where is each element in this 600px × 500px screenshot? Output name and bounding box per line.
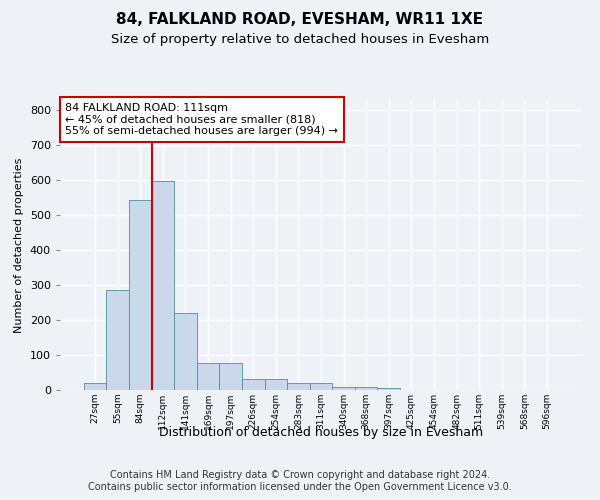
Text: Contains public sector information licensed under the Open Government Licence v3: Contains public sector information licen… xyxy=(88,482,512,492)
Bar xyxy=(174,313,197,390)
Bar xyxy=(152,182,174,390)
Bar xyxy=(332,386,355,390)
Y-axis label: Number of detached properties: Number of detached properties xyxy=(14,158,24,332)
Bar xyxy=(197,362,220,390)
Bar xyxy=(242,379,265,390)
Text: 84, FALKLAND ROAD, EVESHAM, WR11 1XE: 84, FALKLAND ROAD, EVESHAM, WR11 1XE xyxy=(116,12,484,28)
Bar xyxy=(377,388,400,390)
Text: Contains HM Land Registry data © Crown copyright and database right 2024.: Contains HM Land Registry data © Crown c… xyxy=(110,470,490,480)
Text: 84 FALKLAND ROAD: 111sqm
← 45% of detached houses are smaller (818)
55% of semi-: 84 FALKLAND ROAD: 111sqm ← 45% of detach… xyxy=(65,103,338,136)
Bar xyxy=(129,200,152,390)
Bar xyxy=(310,383,332,390)
Bar xyxy=(355,386,377,390)
Text: Distribution of detached houses by size in Evesham: Distribution of detached houses by size … xyxy=(159,426,483,439)
Bar xyxy=(220,362,242,390)
Bar xyxy=(106,290,129,390)
Text: Size of property relative to detached houses in Evesham: Size of property relative to detached ho… xyxy=(111,32,489,46)
Bar xyxy=(265,379,287,390)
Bar xyxy=(287,383,310,390)
Bar xyxy=(84,383,106,390)
